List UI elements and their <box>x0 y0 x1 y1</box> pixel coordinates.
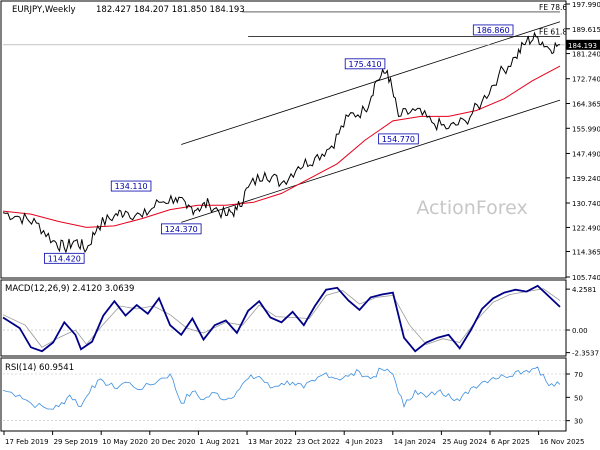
price-ohlc: 182.427 184.207 181.850 184.193 <box>96 5 245 15</box>
channel-line-0 <box>181 99 561 223</box>
x-tick-label-10: 6 Apr 2025 <box>491 438 530 446</box>
price-label-box-0 <box>44 252 85 264</box>
price-y-label-5: 155.990 <box>572 125 600 133</box>
x-tick-label-6: 23 Oct 2022 <box>297 438 340 446</box>
x-tick-label-1: 29 Sep 2019 <box>54 438 98 446</box>
macd-pane-frame <box>0 279 567 357</box>
price-pane: EURJPY,Weekly 182.427 184.207 181.850 18… <box>0 0 600 282</box>
price-y-label-11: 105.740 <box>572 274 600 282</box>
price-label-3: 175.410 <box>349 60 382 69</box>
rsi-y-label-2: 30 <box>574 418 583 426</box>
channel-line-1 <box>181 21 561 145</box>
x-tick-label-11: 16 Nov 2025 <box>540 438 585 446</box>
rsi-pane-frame <box>0 357 567 432</box>
rsi-marks <box>2 366 566 421</box>
price-y-label-8: 130.740 <box>572 200 600 208</box>
rsi-y-label-1: 50 <box>574 394 583 402</box>
rsi-y-axis: 70 50 30 <box>566 371 583 426</box>
macd-y-label-1: 0.00 <box>572 327 588 335</box>
x-tick-label-7: 4 Jun 2023 <box>345 438 383 446</box>
macd-marks <box>2 284 566 353</box>
price-label-0: 114.420 <box>48 254 81 263</box>
price-y-label-4: 164.365 <box>572 101 600 109</box>
price-label-box-5 <box>472 24 514 36</box>
price-y-label-0: 197.990 <box>572 1 600 9</box>
macd-pane: MACD(12,26,9) 2.4120 3.0639 4.2581 0.00 -2… <box>0 279 599 358</box>
x-axis: 17 Feb 2019 29 Sep 2019 10 May 2020 20 Dec … <box>3 431 585 446</box>
fib-label-0: FE 78.6 <box>539 3 567 12</box>
price-label-4: 154.770 <box>382 135 415 144</box>
price-title: EURJPY,Weekly <box>12 5 76 15</box>
rsi-line <box>2 366 561 410</box>
price-label-box-2 <box>160 223 202 235</box>
price-label-box-3 <box>344 58 386 70</box>
moving-average-line <box>2 65 561 228</box>
rsi-pane: RSI(14) 60.9541 70 50 30 <box>0 357 583 432</box>
fib-label-1: FE 61.8 <box>539 28 567 37</box>
x-tick-label-5: 13 Mar 2022 <box>248 438 292 446</box>
price-y-label-3: 172.740 <box>572 76 600 84</box>
price-y-label-9: 122.490 <box>572 224 600 232</box>
price-label-box-1 <box>110 180 152 192</box>
x-tick-label-9: 25 Aug 2024 <box>442 438 487 446</box>
price-y-label-1: 189.615 <box>572 26 600 34</box>
price-label-1: 134.110 <box>115 182 148 191</box>
price-label-box-4 <box>378 133 419 145</box>
last-value-label: 184.193 <box>568 42 597 50</box>
price-line <box>2 31 561 254</box>
rsi-title: RSI(14) 60.9541 <box>5 363 74 373</box>
price-y-label-2: 181.240 <box>572 51 600 59</box>
macd-title: MACD(12,26,9) 2.4120 3.0639 <box>5 284 134 294</box>
macd-y-axis: 4.2581 0.00 -2.3537 <box>566 286 599 358</box>
macd-line <box>2 284 561 353</box>
x-tick-label-3: 20 Dec 2020 <box>151 438 196 446</box>
watermark: ActionForex <box>416 197 527 219</box>
price-y-label-10: 114.365 <box>572 248 600 256</box>
macd-y-label-0: 4.2581 <box>572 286 597 294</box>
macd-y-label-2: -2.3537 <box>572 350 599 358</box>
rsi-y-label-0: 70 <box>574 371 583 379</box>
x-tick-label-0: 17 Feb 2019 <box>5 438 49 446</box>
x-tick-label-4: 1 Aug 2021 <box>199 438 239 446</box>
price-label-5: 186.860 <box>477 26 510 35</box>
price-y-axis: 197.990 189.615 181.240 172.740 164.365 155.9… <box>566 1 600 282</box>
price-marks: FE 78.6 FE 61.8 114.420 134.110 124.370 175.4… <box>2 3 567 264</box>
price-y-label-6: 147.490 <box>572 150 600 158</box>
x-tick-label-2: 10 May 2020 <box>102 438 148 446</box>
price-label-2: 124.370 <box>165 225 198 234</box>
price-y-label-7: 139.240 <box>572 175 600 183</box>
last-value-box <box>566 39 600 50</box>
x-tick-label-8: 14 Jan 2024 <box>394 438 437 446</box>
price-pane-frame <box>0 0 567 279</box>
